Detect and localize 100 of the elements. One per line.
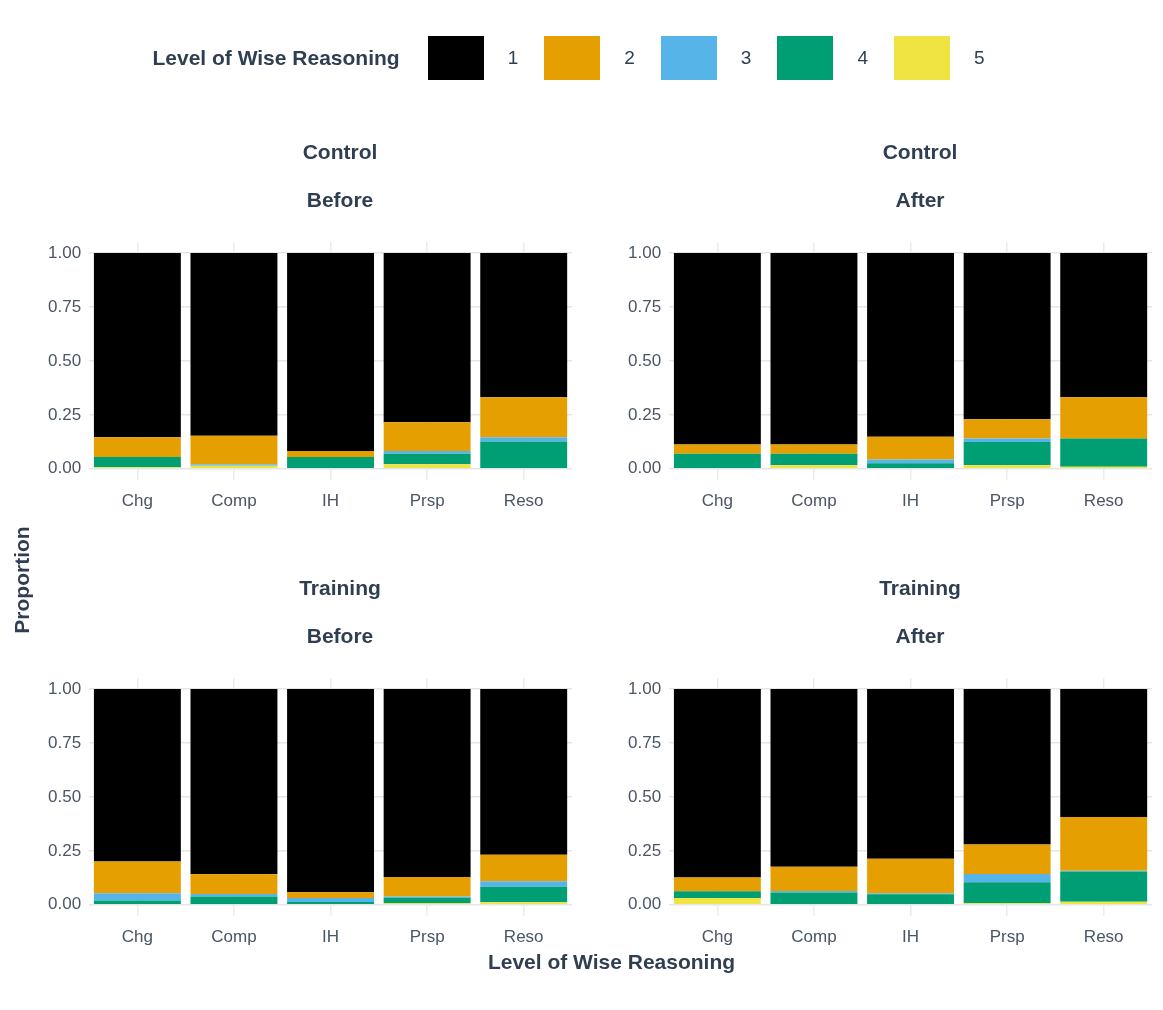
bar — [287, 456, 375, 469]
bar — [770, 252, 858, 445]
y-tick-label: 0.50 — [47, 350, 82, 370]
y-tick-label: 0.00 — [47, 458, 82, 478]
x-tick-label: Comp — [211, 927, 257, 947]
y-tick-label: 0.50 — [47, 786, 82, 806]
bar — [673, 453, 761, 469]
bar — [867, 436, 955, 460]
bar — [287, 252, 375, 451]
legend-label: 1 — [507, 47, 519, 69]
y-tick-label: 0.00 — [627, 458, 662, 478]
bar — [287, 902, 375, 905]
bar — [480, 886, 568, 903]
bar — [287, 892, 375, 898]
bar — [287, 897, 375, 902]
x-tick-label: Reso — [1083, 491, 1124, 511]
bar — [1060, 252, 1148, 398]
chart-title: Training — [878, 575, 962, 601]
bar — [93, 437, 181, 457]
bar — [867, 252, 955, 437]
y-tick-label: 0.50 — [627, 350, 662, 370]
bar — [93, 893, 181, 901]
chart-title: Control — [301, 139, 379, 165]
chart-title: Training — [298, 575, 382, 601]
bar — [1060, 438, 1148, 467]
bar — [383, 453, 471, 465]
x-tick-label: Prsp — [989, 491, 1025, 511]
x-tick-label: IH — [322, 491, 340, 511]
bar — [673, 688, 761, 878]
y-axis-title: Proportion — [10, 526, 34, 634]
x-axis-title: Level of Wise Reasoning — [486, 950, 737, 974]
bar — [1060, 871, 1148, 902]
bar — [1060, 397, 1148, 439]
bar — [383, 688, 471, 877]
y-tick-label: 0.25 — [627, 840, 662, 860]
chart-subtitle: Before — [305, 623, 375, 649]
bar — [673, 252, 761, 445]
bar — [93, 688, 181, 862]
x-tick-label: Comp — [211, 491, 257, 511]
bar — [963, 844, 1051, 874]
y-tick-label: 0.25 — [627, 404, 662, 424]
bar — [867, 858, 955, 894]
y-tick-label: 0.00 — [627, 894, 662, 914]
bar — [383, 252, 471, 423]
x-tick-label: Prsp — [989, 927, 1025, 947]
bar — [963, 419, 1051, 439]
bar — [867, 894, 955, 905]
bar — [93, 456, 181, 468]
bar — [673, 891, 761, 898]
y-tick-label: 1.00 — [47, 678, 82, 698]
x-tick-label: Chg — [701, 491, 733, 511]
bar — [287, 450, 375, 457]
bar — [963, 442, 1051, 466]
bar — [770, 465, 858, 469]
bar — [480, 881, 568, 887]
bar — [963, 882, 1051, 904]
bar — [1060, 816, 1148, 871]
x-tick-label: Chg — [701, 927, 733, 947]
bar — [770, 453, 858, 466]
x-tick-label: Reso — [1083, 927, 1124, 947]
chart-subtitle: After — [894, 187, 946, 213]
x-tick-label: Prsp — [409, 491, 445, 511]
legend-title: Level of Wise Reasoning — [152, 46, 400, 70]
legend-label: 2 — [624, 47, 635, 69]
chart-title: Control — [881, 139, 959, 165]
x-tick-label: Chg — [121, 927, 153, 947]
bar — [383, 464, 471, 469]
bar — [480, 688, 568, 855]
bar — [383, 422, 471, 451]
bar — [383, 450, 471, 454]
bar — [480, 441, 568, 469]
bar — [673, 897, 761, 905]
bar — [480, 397, 568, 438]
chart-subtitle: After — [894, 623, 946, 649]
bar — [770, 892, 858, 905]
x-tick-label: IH — [322, 927, 340, 947]
y-tick-label: 1.00 — [627, 242, 662, 262]
bar — [190, 252, 278, 436]
bar — [480, 437, 568, 442]
y-tick-label: 0.25 — [47, 840, 82, 860]
x-tick-label: Chg — [121, 491, 153, 511]
bar — [963, 688, 1051, 845]
y-tick-label: 0.75 — [47, 732, 82, 752]
bar — [190, 896, 278, 905]
chart-subtitle: Before — [305, 187, 375, 213]
legend-label: 3 — [740, 47, 752, 69]
bar — [287, 688, 375, 893]
x-tick-label: Comp — [791, 491, 837, 511]
bar — [963, 465, 1051, 469]
bar — [673, 877, 761, 892]
bar — [190, 688, 278, 875]
bar — [963, 252, 1051, 420]
bar — [480, 252, 568, 398]
y-tick-label: 0.50 — [627, 786, 662, 806]
y-tick-label: 0.75 — [627, 296, 662, 316]
bar — [770, 444, 858, 454]
x-tick-label: IH — [902, 491, 920, 511]
bar — [190, 874, 278, 895]
legend-label: 4 — [857, 47, 868, 69]
bar — [867, 463, 955, 469]
